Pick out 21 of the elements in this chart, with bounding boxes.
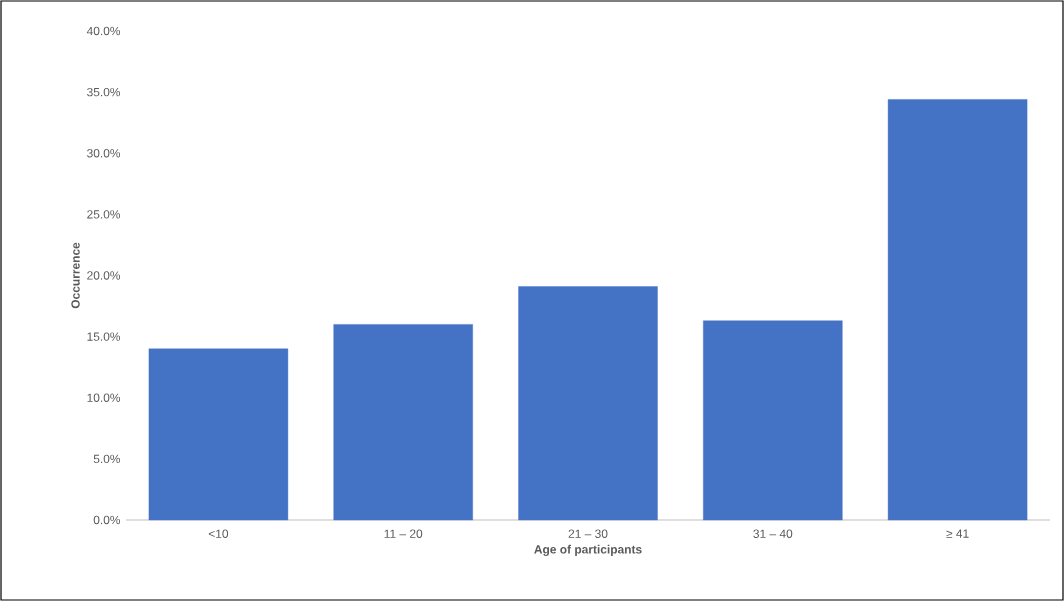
- bar: [518, 286, 658, 521]
- x-axis-title: Age of participants: [534, 544, 642, 556]
- bar: [887, 99, 1028, 521]
- y-tick-label: 5.0%: [93, 454, 121, 464]
- y-tick-label: 25.0%: [87, 210, 121, 219]
- y-tick-label: 20.0%: [87, 271, 121, 280]
- x-tick-label: <10: [208, 529, 229, 538]
- y-tick-label: 35.0%: [87, 87, 121, 97]
- y-axis-title: Occurrence: [71, 242, 80, 309]
- y-tick-label: 15.0%: [87, 332, 121, 341]
- y-tick-label: 40.0%: [86, 26, 121, 36]
- x-tick-label: ≥ 41: [946, 529, 969, 538]
- x-tick-label: 11 – 20: [384, 529, 423, 538]
- y-tick-label: 30.0%: [87, 149, 121, 158]
- y-tick-label: 0.0%: [93, 515, 121, 525]
- y-tick-label: 10.0%: [87, 393, 121, 402]
- bar: [703, 320, 843, 521]
- bar: [148, 348, 289, 521]
- x-tick-label: 31 – 40: [753, 529, 793, 538]
- x-tick-label: 21 – 30: [568, 529, 608, 538]
- bar: [333, 324, 473, 521]
